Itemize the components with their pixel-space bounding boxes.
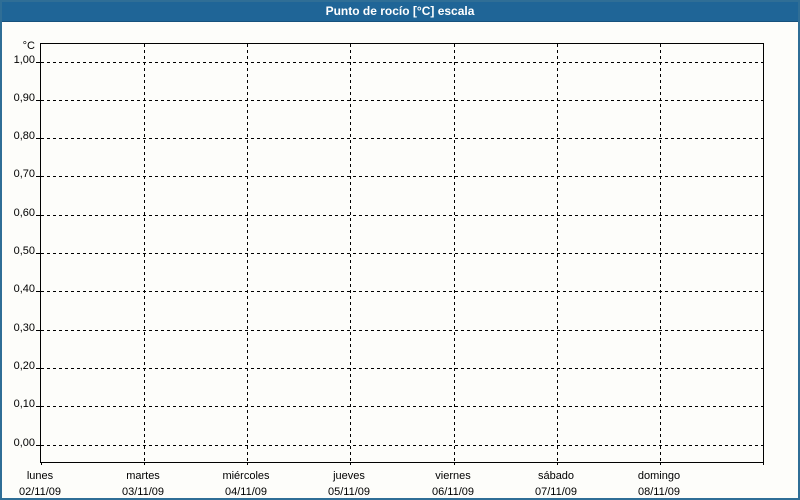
- x-day-name: viernes: [435, 470, 471, 482]
- x-day-label: miércoles 04/11/09: [200, 468, 292, 498]
- y-tick-label: 0,40: [13, 283, 35, 296]
- x-axis-tick: [144, 462, 145, 465]
- y-tick-label: 1,00: [13, 53, 35, 66]
- x-day-date: 07/11/09: [534, 486, 577, 498]
- x-day-name: domingo: [637, 470, 681, 482]
- y-tick-label: 0,10: [13, 398, 35, 411]
- y-axis-tick: [36, 444, 41, 446]
- x-axis-tick: [660, 462, 661, 465]
- x-gridline: [144, 44, 145, 462]
- x-day-date: 02/11/09: [18, 486, 61, 498]
- y-gridline: [41, 138, 763, 140]
- x-gridline: [557, 44, 558, 462]
- y-gridline: [41, 444, 763, 446]
- y-gridline: [41, 214, 763, 216]
- y-axis-tick: [36, 291, 41, 293]
- y-tick-label: 0,50: [13, 245, 35, 257]
- y-axis-tick: [36, 367, 41, 369]
- x-axis-tick: [454, 462, 455, 465]
- x-axis-tick: [557, 462, 558, 465]
- x-day-name: miércoles: [222, 470, 270, 482]
- x-day-date: 04/11/09: [224, 486, 267, 498]
- y-axis-unit-label: °C: [22, 40, 35, 52]
- y-tick-label: 0,70: [13, 168, 35, 181]
- x-gridline: [660, 44, 661, 462]
- x-day-label: viernes 06/11/09: [407, 468, 499, 498]
- x-day-label: lunes 02/11/09: [2, 468, 86, 498]
- y-tick-label: 0,80: [13, 130, 35, 143]
- y-axis-tick: [36, 406, 41, 408]
- y-tick-label: 0,00: [13, 436, 35, 449]
- y-gridline: [41, 61, 763, 63]
- x-axis-tick: [41, 462, 42, 465]
- y-axis-tick: [36, 214, 41, 216]
- y-gridline: [41, 99, 763, 101]
- y-gridline: [41, 329, 763, 331]
- x-axis-tick: [247, 462, 248, 465]
- x-day-name: jueves: [333, 470, 365, 482]
- x-day-date: 08/11/09: [637, 486, 680, 498]
- y-gridline: [41, 291, 763, 293]
- y-tick-label: 0,90: [13, 91, 35, 104]
- y-gridline: [41, 253, 763, 254]
- y-gridline: [41, 406, 763, 408]
- x-axis-tick: [350, 462, 351, 465]
- plot-area: [36, 43, 764, 465]
- y-gridline: [41, 367, 763, 369]
- y-gridline: [41, 176, 763, 178]
- x-day-name: sábado: [537, 470, 575, 482]
- y-axis-tick: [36, 329, 41, 331]
- chart-title-bar: Punto de rocío [°C] escala: [2, 2, 798, 22]
- x-gridline: [454, 44, 455, 462]
- chart-area: °C 1,00 0,90 0,80 0,70 0,60 0,50 0,40 0,30 0,20 0…: [2, 22, 798, 498]
- y-tick-label: 0,60: [13, 206, 35, 219]
- x-day-date: 03/11/09: [121, 486, 164, 498]
- y-axis-tick: [36, 176, 41, 178]
- chart-title: Punto de rocío [°C] escala: [325, 4, 475, 18]
- y-axis-tick: [36, 61, 41, 63]
- x-day-label: martes 03/11/09: [97, 468, 189, 498]
- x-day-label: jueves 05/11/09: [303, 468, 395, 498]
- y-axis-tick: [36, 253, 41, 254]
- x-gridline: [350, 44, 351, 462]
- x-day-label: domingo 08/11/09: [613, 468, 705, 498]
- x-day-name: martes: [126, 470, 160, 482]
- y-axis-tick: [36, 138, 41, 140]
- y-tick-label: 0,20: [13, 359, 35, 372]
- x-axis-tick: [763, 462, 764, 465]
- x-day-name: lunes: [26, 470, 54, 482]
- x-gridline: [247, 44, 248, 462]
- y-axis-tick: [36, 99, 41, 101]
- y-tick-label: 0,30: [13, 321, 35, 334]
- x-day-date: 06/11/09: [431, 486, 474, 498]
- x-day-label: sábado 07/11/09: [510, 468, 602, 498]
- x-day-date: 05/11/09: [327, 486, 370, 498]
